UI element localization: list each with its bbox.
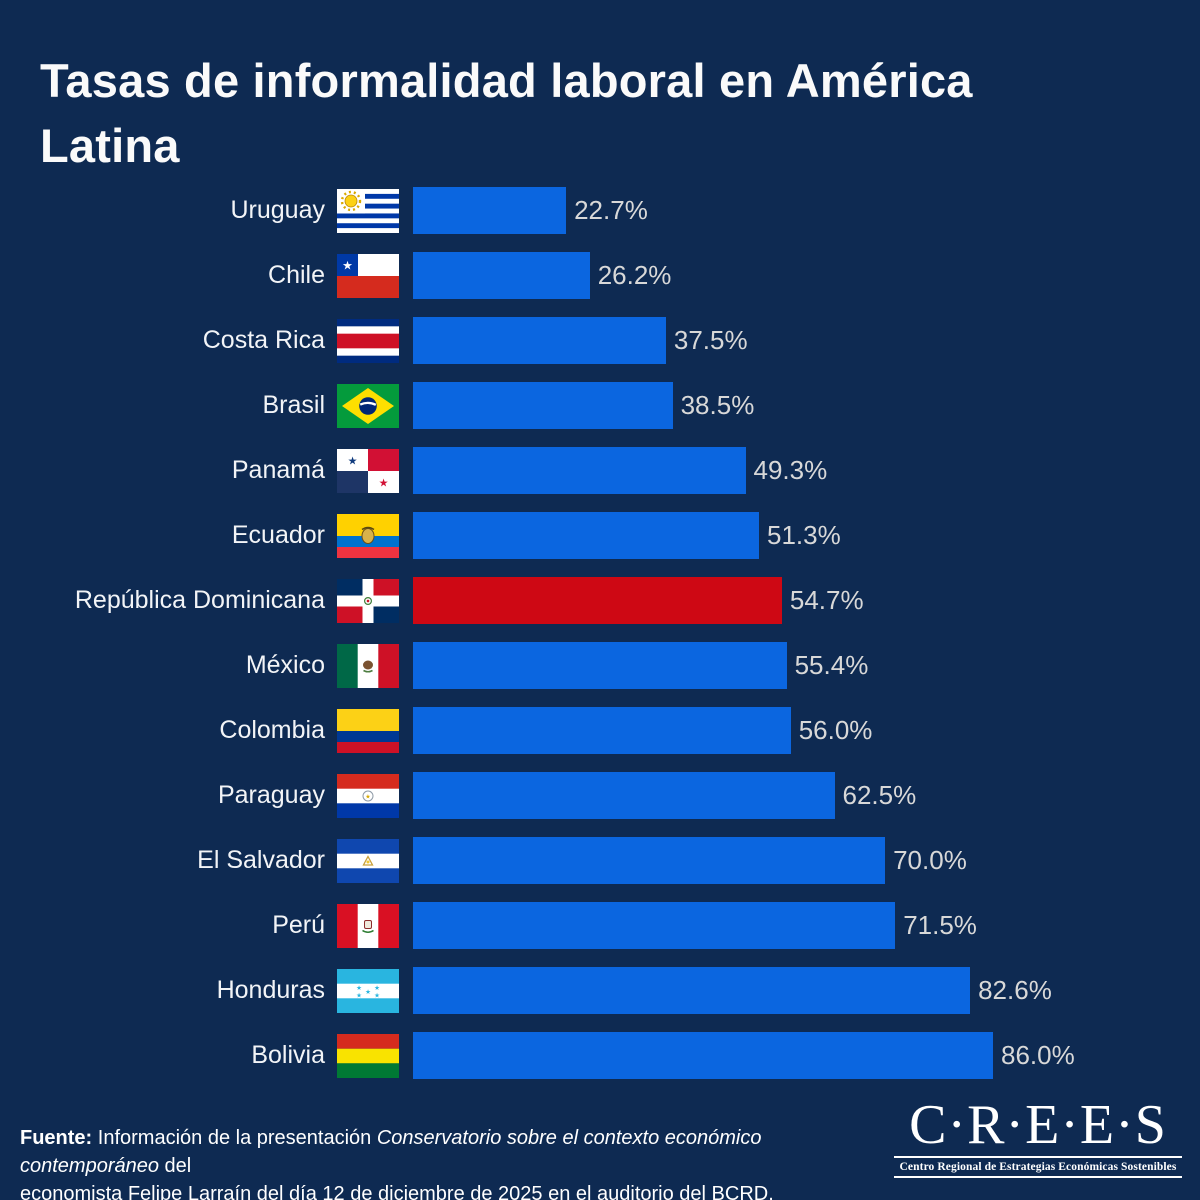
- country-label: Ecuador: [231, 521, 325, 549]
- bar: [413, 512, 759, 559]
- value-label: 70.0%: [893, 845, 967, 875]
- chart-row: Honduras ★ ★ ★ ★ ★ 82.6%: [0, 958, 1200, 1023]
- bar: [413, 1032, 993, 1079]
- page-title-line1: Tasas de informalidad laboral en América: [40, 54, 973, 107]
- country-label: Uruguay: [230, 196, 326, 224]
- brasil-flag-icon: [337, 384, 399, 428]
- chart-row: Brasil 38.5%: [0, 373, 1200, 438]
- chart-row: México 55.4%: [0, 633, 1200, 698]
- value-label: 49.3%: [753, 455, 828, 485]
- bolivia-flag-icon: [337, 1034, 399, 1078]
- colombia-flag-icon: [337, 709, 399, 753]
- bar-chart-rows: Uruguay 22.7% Chile ★ 26.2% Costa Rica 3…: [0, 178, 1200, 1088]
- chart-row: Chile ★ 26.2%: [0, 243, 1200, 308]
- chart-row: Costa Rica 37.5%: [0, 308, 1200, 373]
- source-note-line1: Fuente: Información de la presentación C…: [20, 1124, 900, 1180]
- source-text: Información de la presentación: [92, 1127, 377, 1149]
- svg-text:★: ★: [356, 984, 362, 992]
- crees-wordmark: C·R·E·E·S: [909, 1094, 1167, 1156]
- chart-row: Perú 71.5%: [0, 893, 1200, 958]
- bar: [413, 252, 590, 299]
- country-label: México: [245, 651, 325, 679]
- value-label: 51.3%: [767, 520, 841, 550]
- country-label: Panamá: [231, 456, 325, 484]
- country-label: Paraguay: [217, 781, 325, 809]
- bar: [413, 772, 835, 819]
- country-label: República Dominicana: [74, 586, 325, 614]
- svg-text:★: ★: [348, 455, 358, 468]
- bar: [413, 967, 971, 1014]
- crees-tagline: Centro Regional de Estrategias Económica…: [899, 1161, 1177, 1173]
- value-label: 26.2%: [597, 260, 672, 290]
- chart-row: El Salvador 70.0%: [0, 828, 1200, 893]
- chile-flag-icon: ★: [337, 254, 399, 298]
- country-label: Perú: [272, 911, 325, 939]
- chart-row: Ecuador 51.3%: [0, 503, 1200, 568]
- country-label: Bolivia: [251, 1041, 325, 1069]
- source-note-line2: economista Felipe Larraín del día 12 de …: [20, 1183, 774, 1200]
- chart-row: Bolivia 86.0%: [0, 1023, 1200, 1088]
- source-presentation-title: Conservatorio sobre el contexto económic…: [20, 1127, 762, 1177]
- value-label: 37.5%: [673, 325, 748, 355]
- bar: [413, 837, 886, 884]
- paraguay-flag-icon: ★: [337, 774, 399, 818]
- source-label: Fuente:: [20, 1127, 93, 1149]
- country-label: Honduras: [216, 976, 325, 1004]
- ecuador-flag-icon: [337, 514, 399, 558]
- country-label: El Salvador: [197, 846, 325, 874]
- bar: [413, 317, 666, 364]
- chart-row: Uruguay 22.7%: [0, 178, 1200, 243]
- bar: [413, 577, 782, 624]
- bar: [413, 642, 787, 689]
- uruguay-flag-icon: [337, 189, 399, 233]
- panama-flag-icon: ★ ★: [337, 449, 399, 493]
- chart-row: República Dominicana 54.7%: [0, 568, 1200, 633]
- chart-row: Panamá ★ ★ 49.3%: [0, 438, 1200, 503]
- page-title-line2: Latina: [40, 119, 180, 172]
- source-note: Fuente: Información de la presentación C…: [20, 1124, 900, 1200]
- bar: [413, 187, 567, 234]
- svg-text:★: ★: [356, 992, 362, 1000]
- country-label: Costa Rica: [202, 326, 325, 354]
- country-label: Colombia: [219, 716, 325, 744]
- value-label: 55.4%: [794, 650, 869, 680]
- svg-text:★: ★: [374, 984, 380, 992]
- mexico-flag-icon: [337, 644, 399, 688]
- el-salvador-flag-icon: [337, 839, 399, 883]
- svg-text:★: ★: [342, 259, 353, 273]
- svg-text:★: ★: [365, 794, 370, 801]
- value-label: 22.7%: [574, 195, 648, 225]
- bar: [413, 707, 791, 754]
- bar-chart: Uruguay 22.7% Chile ★ 26.2% Costa Rica 3…: [0, 178, 1200, 1088]
- bar: [413, 382, 673, 429]
- country-label: Brasil: [262, 391, 325, 419]
- value-label: 82.6%: [978, 975, 1052, 1005]
- peru-flag-icon: [337, 904, 399, 948]
- value-label: 86.0%: [1001, 1040, 1075, 1070]
- crees-logo: C·R·E·E·S Centro Regional de Estrategias…: [894, 1096, 1182, 1178]
- page-title: Tasas de informalidad laboral en América…: [40, 48, 973, 178]
- country-label: Chile: [268, 261, 325, 289]
- svg-text:★: ★: [379, 477, 389, 490]
- source-text-end: del: [158, 1155, 192, 1177]
- costa-rica-flag-icon: [337, 319, 399, 363]
- chart-row: Colombia 56.0%: [0, 698, 1200, 763]
- value-label: 56.0%: [798, 715, 873, 745]
- value-label: 54.7%: [789, 585, 864, 615]
- value-label: 62.5%: [842, 780, 917, 810]
- svg-text:★: ★: [374, 992, 380, 1000]
- crees-tagline-box: Centro Regional de Estrategias Económica…: [894, 1156, 1182, 1178]
- bar: [413, 447, 746, 494]
- chart-row: Paraguay ★ 62.5%: [0, 763, 1200, 828]
- republica-dominicana-flag-icon: [337, 579, 399, 623]
- svg-text:★: ★: [365, 988, 371, 996]
- bar: [413, 902, 896, 949]
- value-label: 38.5%: [680, 390, 755, 420]
- value-label: 71.5%: [903, 910, 977, 940]
- honduras-flag-icon: ★ ★ ★ ★ ★: [337, 969, 399, 1013]
